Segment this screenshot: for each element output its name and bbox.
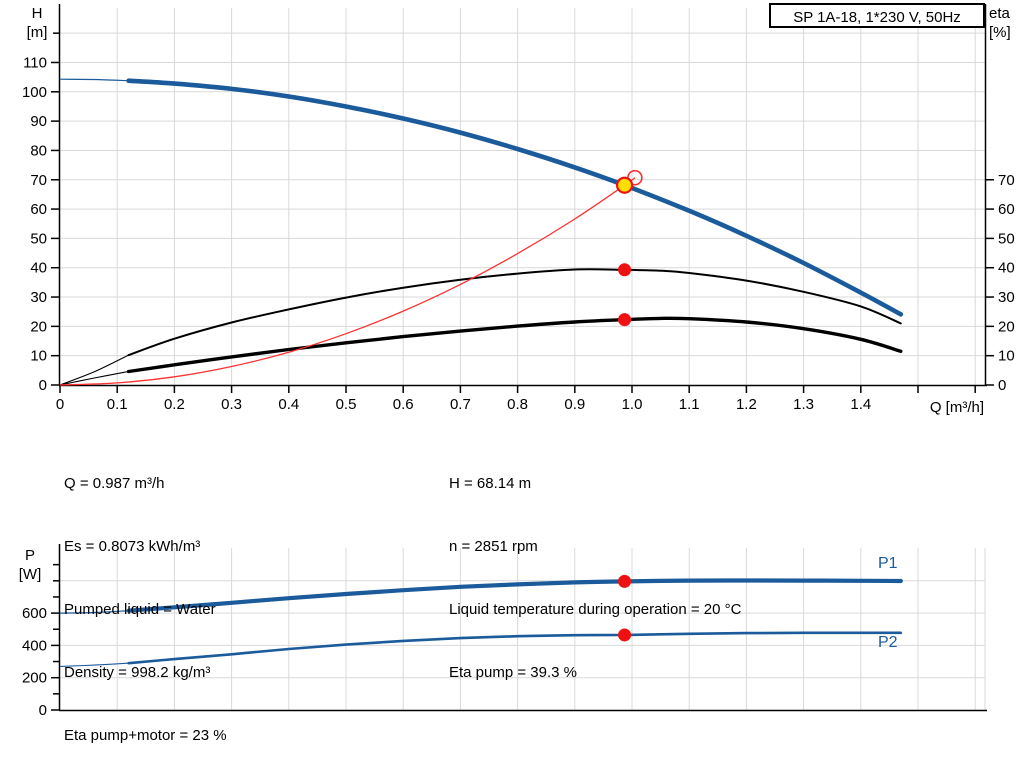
- h-axis-title-line1: H: [31, 5, 43, 22]
- annotation-liquid-temperature: Liquid temperature during operation = 20…: [449, 601, 742, 618]
- operating-point-marker: [618, 313, 632, 327]
- pump-head-curve-lead-in: [59, 78, 129, 82]
- y-axis-tick-label: 110: [23, 54, 47, 71]
- p2-curve: [127, 631, 903, 665]
- x-axis-tick-label: 1.3: [793, 396, 814, 413]
- y-axis-tick-label: 90: [30, 113, 47, 130]
- y-axis-tick-label: 20: [30, 318, 47, 335]
- x-axis-tick-label: 0.8: [507, 396, 528, 413]
- y-axis-tick-label: 50: [30, 230, 47, 247]
- p2-curve-label: P2: [878, 634, 898, 651]
- eta-axis-title: eta [%]: [989, 4, 1023, 42]
- pump-designation-box: SP 1A-18, 1*230 V, 50Hz: [769, 3, 985, 28]
- annotation-n: n = 2851 rpm: [449, 538, 538, 555]
- eta-pump-motor-curve: [126, 316, 903, 374]
- x-axis-tick-label: 0.4: [278, 396, 299, 413]
- y-axis-tick-label: 80: [30, 142, 47, 159]
- eta-pump-curve: [127, 268, 902, 357]
- annotation-density: Density = 998.2 kg/m³: [64, 664, 211, 681]
- p1-curve-lead-in: [59, 610, 129, 614]
- x-axis-tick-label: 0.6: [393, 396, 414, 413]
- p2-curve-lead-in: [59, 662, 129, 667]
- x-axis-tick-label: 1.0: [622, 396, 643, 413]
- operating-point-marker: [618, 263, 632, 277]
- y-axis-tick-label: 600: [22, 605, 47, 622]
- x-axis-tick-label: 0.9: [564, 396, 585, 413]
- x-axis-tick-label: 0.5: [336, 396, 357, 413]
- p-axis-title: P [W]: [12, 546, 48, 584]
- duty-annotations-right: H = 68.14 m n = 2851 rpm Liquid temperat…: [449, 431, 741, 725]
- x-axis-tick-label: 1.4: [850, 396, 871, 413]
- eta-pump-motor-curve-lead-in: [59, 370, 129, 386]
- eta-axis-tick-label: 30: [998, 289, 1015, 306]
- eta-pump-curve-lead-in: [59, 354, 129, 386]
- system-curve: [59, 177, 636, 386]
- eta-axis-title-line1: eta: [989, 5, 1010, 22]
- y-axis-tick-label: 0: [39, 377, 47, 394]
- y-axis-tick-label: 10: [30, 348, 47, 365]
- x-axis-tick-label: 0.1: [107, 396, 128, 413]
- power-annotations: P1 = 796.5 W P2 = 464.7 W: [64, 724, 155, 781]
- y-axis-tick-label: 40: [30, 260, 47, 277]
- x-axis-tick-label: 0.7: [450, 396, 471, 413]
- annotation-eta-pump: Eta pump = 39.3 %: [449, 664, 577, 681]
- operating-point-marker: [618, 628, 632, 642]
- eta-axis-title-line2: [%]: [989, 24, 1011, 41]
- eta-axis-tick-label: 10: [998, 348, 1015, 365]
- p-axis-title-line2: [W]: [18, 566, 42, 583]
- y-axis-tick-label: 100: [22, 84, 47, 101]
- p-axis-title-line1: P: [24, 547, 35, 564]
- eta-axis-tick-label: 40: [998, 260, 1015, 277]
- x-axis-tick-label: 1.2: [736, 396, 757, 413]
- x-axis-tick-label: 0.3: [221, 396, 242, 413]
- x-axis-tick-label: 1.1: [679, 396, 700, 413]
- eta-axis-tick-label: 70: [998, 172, 1015, 189]
- annotation-h: H = 68.14 m: [449, 475, 532, 492]
- annotation-eta-pump-motor: Eta pump+motor = 23 %: [64, 727, 227, 744]
- operating-point-marker: [618, 574, 632, 588]
- duty-annotations-left: Q = 0.987 m³/h Es = 0.8073 kWh/m³ Pumped…: [64, 431, 227, 781]
- y-axis-tick-label: 30: [30, 289, 47, 306]
- eta-axis-tick-label: 0: [998, 377, 1006, 394]
- annotation-q: Q = 0.987 m³/h: [64, 475, 165, 492]
- y-axis-tick-label: 200: [22, 670, 47, 687]
- x-axis-tick-label: 0.2: [164, 396, 185, 413]
- eta-axis-tick-label: 50: [998, 230, 1015, 247]
- x-axis-tick-label: 0: [56, 396, 64, 413]
- y-axis-tick-label: 60: [30, 201, 47, 218]
- p1-curve: [126, 578, 903, 613]
- annotation-es: Es = 0.8073 kWh/m³: [64, 538, 201, 555]
- pump-head-curve: [126, 78, 904, 317]
- h-axis-title-line2: [m]: [26, 24, 48, 41]
- y-axis-tick-label: 70: [30, 172, 47, 189]
- q-axis-title: Q [m³/h]: [929, 399, 984, 416]
- annotation-pumped-liquid: Pumped liquid = Water: [64, 601, 216, 618]
- eta-axis-tick-label: 20: [998, 318, 1015, 335]
- h-axis-title: H [m]: [20, 4, 54, 42]
- operating-point-marker: [615, 176, 634, 194]
- y-axis-tick-label: 400: [22, 637, 47, 654]
- eta-axis-tick-label: 60: [998, 201, 1015, 218]
- y-axis-tick-label: 0: [39, 702, 47, 719]
- p1-curve-label: P1: [878, 555, 898, 572]
